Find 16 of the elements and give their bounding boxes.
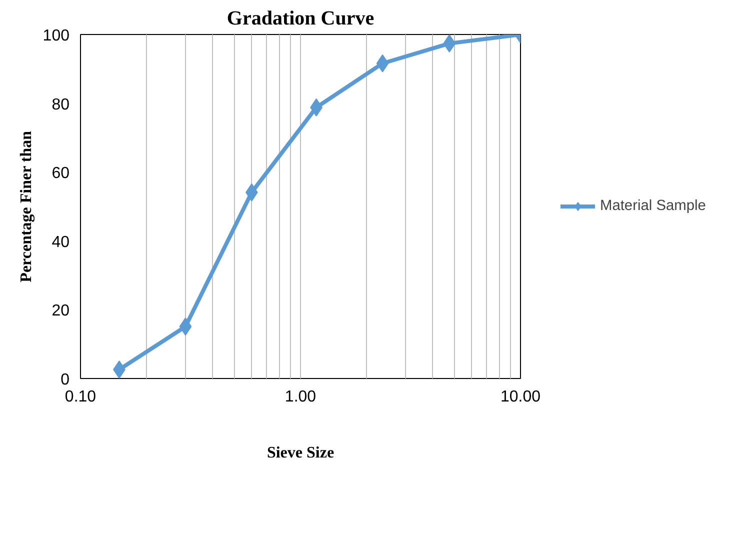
x-axis-title: Sieve Size (266, 444, 334, 462)
y-tick-label: 80 (52, 96, 70, 114)
point (179, 318, 192, 336)
y-tick-label: 0 (60, 372, 70, 388)
y-tick-label: 60 (52, 165, 70, 182)
point (376, 54, 389, 72)
y-tick-label: 20 (52, 302, 70, 320)
x-tick-label: 1.00 (284, 388, 316, 406)
legend-label: Material Sample (600, 198, 706, 214)
y-tick-label: 40 (52, 234, 70, 251)
point (443, 34, 456, 52)
chart-title: Gradation Curve (226, 8, 374, 30)
y-axis-title: Percentage Finer than (18, 130, 35, 282)
x-tick-label: 0.10 (64, 388, 96, 406)
x-tick-label: 10.00 (500, 388, 541, 406)
y-tick-label: 100 (42, 28, 70, 44)
